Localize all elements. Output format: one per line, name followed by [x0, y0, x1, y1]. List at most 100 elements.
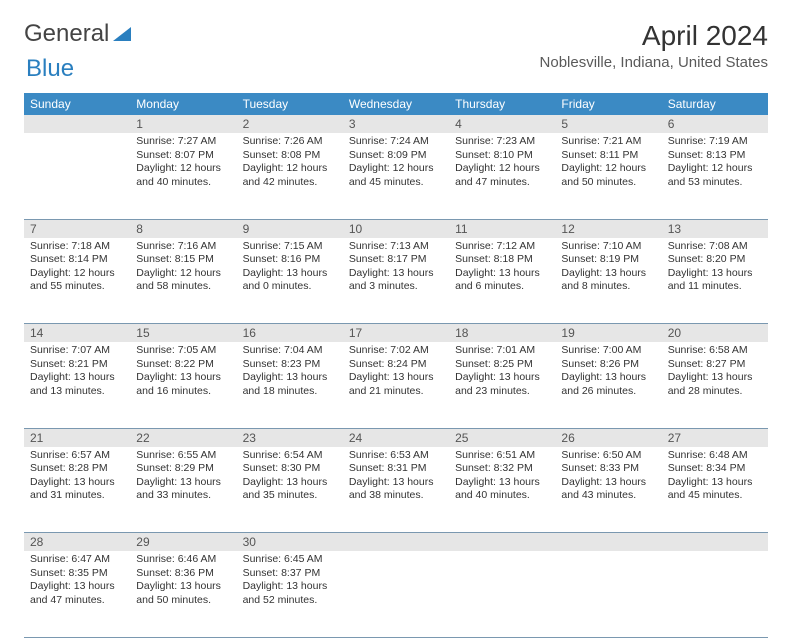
brand-part2: Blue: [26, 55, 74, 82]
day-cell: Sunrise: 7:27 AMSunset: 8:07 PMDaylight:…: [130, 133, 236, 219]
day-cell: Sunrise: 6:54 AMSunset: 8:30 PMDaylight:…: [237, 447, 343, 533]
sunrise-line: Sunrise: 7:24 AM: [349, 135, 443, 149]
day-cell: Sunrise: 7:21 AMSunset: 8:11 PMDaylight:…: [555, 133, 661, 219]
day-cell: Sunrise: 7:00 AMSunset: 8:26 PMDaylight:…: [555, 342, 661, 428]
day-number: 25: [449, 428, 555, 447]
daylight-line: Daylight: 12 hours and 45 minutes.: [349, 162, 443, 189]
sunset-line: Sunset: 8:30 PM: [243, 462, 337, 476]
sunrise-line: Sunrise: 6:57 AM: [30, 449, 124, 463]
sunset-line: Sunset: 8:17 PM: [349, 253, 443, 267]
sunrise-line: Sunrise: 7:02 AM: [349, 344, 443, 358]
sunset-line: Sunset: 8:20 PM: [668, 253, 762, 267]
daylight-line: Daylight: 13 hours and 28 minutes.: [668, 371, 762, 398]
sunrise-line: Sunrise: 7:04 AM: [243, 344, 337, 358]
title-block: April 2024 Noblesville, Indiana, United …: [540, 20, 768, 71]
day-number: 21: [24, 428, 130, 447]
day-cell-body: Sunrise: 7:13 AMSunset: 8:17 PMDaylight:…: [343, 238, 449, 301]
day-cell-body: Sunrise: 6:50 AMSunset: 8:33 PMDaylight:…: [555, 447, 661, 510]
day-cell: Sunrise: 7:16 AMSunset: 8:15 PMDaylight:…: [130, 238, 236, 324]
day-cell-body: Sunrise: 7:16 AMSunset: 8:15 PMDaylight:…: [130, 238, 236, 301]
sunrise-line: Sunrise: 7:18 AM: [30, 240, 124, 254]
day-number: 27: [662, 428, 768, 447]
day-number: 16: [237, 324, 343, 343]
sunrise-line: Sunrise: 7:00 AM: [561, 344, 655, 358]
daylight-line: Daylight: 12 hours and 53 minutes.: [668, 162, 762, 189]
brand-logo: General: [24, 20, 133, 48]
sunrise-line: Sunrise: 7:12 AM: [455, 240, 549, 254]
day-cell: Sunrise: 7:24 AMSunset: 8:09 PMDaylight:…: [343, 133, 449, 219]
weekday-header: Friday: [555, 93, 661, 115]
day-number: 26: [555, 428, 661, 447]
sunset-line: Sunset: 8:21 PM: [30, 358, 124, 372]
sunrise-line: Sunrise: 6:45 AM: [243, 553, 337, 567]
sunset-line: Sunset: 8:25 PM: [455, 358, 549, 372]
day-number: 23: [237, 428, 343, 447]
day-cell: Sunrise: 7:23 AMSunset: 8:10 PMDaylight:…: [449, 133, 555, 219]
day-cell-body: Sunrise: 6:47 AMSunset: 8:35 PMDaylight:…: [24, 551, 130, 614]
day-cell-body: Sunrise: 6:46 AMSunset: 8:36 PMDaylight:…: [130, 551, 236, 614]
day-cell-body: Sunrise: 6:45 AMSunset: 8:37 PMDaylight:…: [237, 551, 343, 614]
day-number: 8: [130, 219, 236, 238]
daylight-line: Daylight: 13 hours and 21 minutes.: [349, 371, 443, 398]
sunset-line: Sunset: 8:07 PM: [136, 149, 230, 163]
sunset-line: Sunset: 8:29 PM: [136, 462, 230, 476]
sunset-line: Sunset: 8:27 PM: [668, 358, 762, 372]
day-cell: Sunrise: 6:50 AMSunset: 8:33 PMDaylight:…: [555, 447, 661, 533]
sunrise-line: Sunrise: 7:26 AM: [243, 135, 337, 149]
day-cell: Sunrise: 7:13 AMSunset: 8:17 PMDaylight:…: [343, 238, 449, 324]
day-number: 30: [237, 533, 343, 552]
day-cell-body: Sunrise: 6:58 AMSunset: 8:27 PMDaylight:…: [662, 342, 768, 405]
sunrise-line: Sunrise: 6:51 AM: [455, 449, 549, 463]
sunset-line: Sunset: 8:23 PM: [243, 358, 337, 372]
day-number: 19: [555, 324, 661, 343]
weekday-header: Wednesday: [343, 93, 449, 115]
daynum-row: 282930: [24, 533, 768, 552]
daynum-row: 21222324252627: [24, 428, 768, 447]
day-cell-body: Sunrise: 7:05 AMSunset: 8:22 PMDaylight:…: [130, 342, 236, 405]
sunrise-line: Sunrise: 7:19 AM: [668, 135, 762, 149]
sunrise-line: Sunrise: 7:13 AM: [349, 240, 443, 254]
week-row: Sunrise: 6:47 AMSunset: 8:35 PMDaylight:…: [24, 551, 768, 637]
day-number: 7: [24, 219, 130, 238]
day-cell: Sunrise: 7:10 AMSunset: 8:19 PMDaylight:…: [555, 238, 661, 324]
sunrise-line: Sunrise: 6:54 AM: [243, 449, 337, 463]
calendar-table: SundayMondayTuesdayWednesdayThursdayFrid…: [24, 93, 768, 638]
sunrise-line: Sunrise: 7:21 AM: [561, 135, 655, 149]
sunset-line: Sunset: 8:18 PM: [455, 253, 549, 267]
sunset-line: Sunset: 8:11 PM: [561, 149, 655, 163]
daylight-line: Daylight: 13 hours and 52 minutes.: [243, 580, 337, 607]
sunrise-line: Sunrise: 6:53 AM: [349, 449, 443, 463]
daylight-line: Daylight: 13 hours and 6 minutes.: [455, 267, 549, 294]
sunset-line: Sunset: 8:36 PM: [136, 567, 230, 581]
weekday-header: Tuesday: [237, 93, 343, 115]
day-cell-body: Sunrise: 7:07 AMSunset: 8:21 PMDaylight:…: [24, 342, 130, 405]
day-cell: [662, 551, 768, 637]
day-cell: Sunrise: 7:19 AMSunset: 8:13 PMDaylight:…: [662, 133, 768, 219]
daylight-line: Daylight: 13 hours and 23 minutes.: [455, 371, 549, 398]
day-number: 11: [449, 219, 555, 238]
day-cell-body: Sunrise: 7:27 AMSunset: 8:07 PMDaylight:…: [130, 133, 236, 196]
day-cell: [555, 551, 661, 637]
daylight-line: Daylight: 13 hours and 11 minutes.: [668, 267, 762, 294]
day-cell: Sunrise: 7:05 AMSunset: 8:22 PMDaylight:…: [130, 342, 236, 428]
daynum-row: 123456: [24, 115, 768, 133]
day-cell: Sunrise: 6:55 AMSunset: 8:29 PMDaylight:…: [130, 447, 236, 533]
daylight-line: Daylight: 12 hours and 42 minutes.: [243, 162, 337, 189]
location-text: Noblesville, Indiana, United States: [540, 54, 768, 71]
sunrise-line: Sunrise: 7:15 AM: [243, 240, 337, 254]
day-cell-body: Sunrise: 7:00 AMSunset: 8:26 PMDaylight:…: [555, 342, 661, 405]
day-cell-body: Sunrise: 7:15 AMSunset: 8:16 PMDaylight:…: [237, 238, 343, 301]
weekday-header-row: SundayMondayTuesdayWednesdayThursdayFrid…: [24, 93, 768, 115]
daylight-line: Daylight: 13 hours and 47 minutes.: [30, 580, 124, 607]
sunset-line: Sunset: 8:24 PM: [349, 358, 443, 372]
day-number: 28: [24, 533, 130, 552]
day-cell: Sunrise: 7:02 AMSunset: 8:24 PMDaylight:…: [343, 342, 449, 428]
sunset-line: Sunset: 8:31 PM: [349, 462, 443, 476]
sunrise-line: Sunrise: 6:48 AM: [668, 449, 762, 463]
sunrise-line: Sunrise: 6:47 AM: [30, 553, 124, 567]
day-cell-body: Sunrise: 6:48 AMSunset: 8:34 PMDaylight:…: [662, 447, 768, 510]
day-number: 20: [662, 324, 768, 343]
sunrise-line: Sunrise: 7:23 AM: [455, 135, 549, 149]
week-row: Sunrise: 6:57 AMSunset: 8:28 PMDaylight:…: [24, 447, 768, 533]
sunset-line: Sunset: 8:15 PM: [136, 253, 230, 267]
